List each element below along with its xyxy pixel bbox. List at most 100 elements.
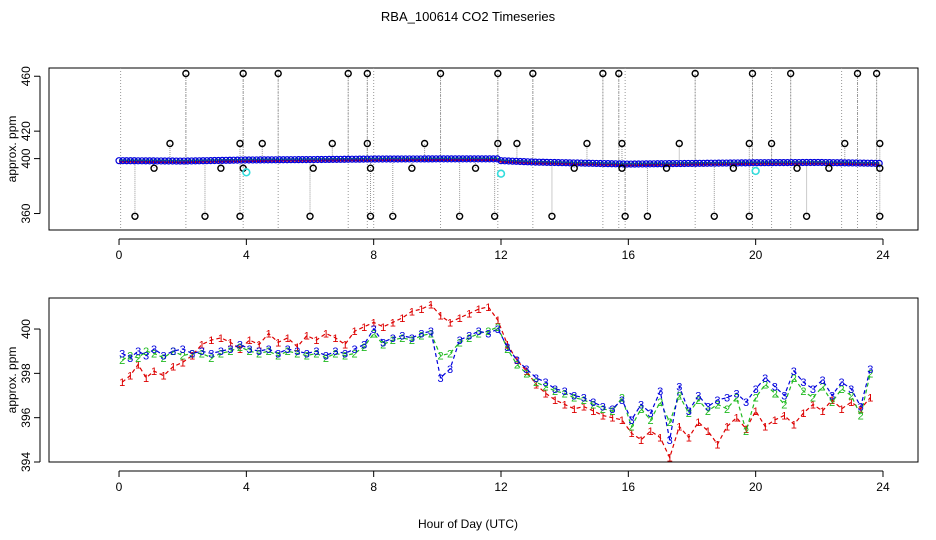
top-data-point bbox=[814, 158, 822, 167]
series-3-point: 3 bbox=[724, 393, 730, 405]
series-1-point: 1 bbox=[227, 337, 233, 349]
top-data-point bbox=[604, 160, 612, 168]
outlier-point bbox=[239, 69, 247, 78]
series-3-point: 3 bbox=[218, 346, 224, 358]
top-data-point bbox=[818, 158, 826, 167]
series-3-point: 3 bbox=[733, 388, 739, 400]
series-3-point: 3 bbox=[135, 346, 141, 358]
series-2-point: 2 bbox=[762, 379, 768, 391]
series-2-point: 2 bbox=[294, 348, 300, 360]
outlier-point bbox=[201, 212, 209, 220]
top-data-point bbox=[207, 156, 215, 165]
top-data-point bbox=[440, 155, 448, 163]
series-2-point: 2 bbox=[199, 348, 205, 360]
top-data-point bbox=[451, 155, 459, 163]
series-1-point: 1 bbox=[714, 439, 720, 451]
top-data-point bbox=[787, 158, 795, 167]
series-1-point: 1 bbox=[552, 395, 558, 407]
series-2-point: 2 bbox=[800, 386, 806, 398]
top-data-point bbox=[210, 156, 219, 165]
series-1-point: 1 bbox=[313, 335, 319, 347]
top-data-point bbox=[191, 157, 200, 165]
top-data-point bbox=[321, 155, 329, 164]
series-2-point: 2 bbox=[552, 386, 558, 398]
top-data-point bbox=[757, 159, 765, 167]
top-data-point bbox=[718, 159, 727, 167]
series-3-point: 3 bbox=[323, 351, 329, 363]
outlier-point bbox=[436, 69, 445, 78]
top-data-point bbox=[558, 159, 566, 167]
outlier-point bbox=[583, 139, 591, 148]
x-axis-label: Hour of Day (UTC) bbox=[418, 517, 518, 531]
top-data-point bbox=[413, 155, 421, 163]
series-2-point: 2 bbox=[275, 351, 281, 363]
series-3-point: 3 bbox=[657, 386, 663, 398]
series-1-point: 1 bbox=[628, 428, 634, 440]
series-2-point: 2 bbox=[676, 391, 682, 403]
series-3-point: 3 bbox=[352, 344, 358, 356]
series-2-point: 2 bbox=[495, 322, 501, 334]
series-1-point: 1 bbox=[705, 426, 711, 438]
top-data-point bbox=[692, 159, 700, 167]
outlier-point bbox=[182, 69, 190, 78]
top-data-point bbox=[753, 159, 761, 167]
series-3-point: 3 bbox=[714, 395, 720, 407]
top-data-point bbox=[562, 159, 570, 167]
bottom-panel-frame bbox=[48, 297, 919, 463]
top-data-point bbox=[340, 155, 348, 163]
bottom-x-tick-label: 8 bbox=[370, 480, 377, 494]
series-1-point: 1 bbox=[275, 337, 281, 349]
cyan-point bbox=[751, 166, 760, 176]
outlier-point bbox=[166, 139, 174, 148]
outlier-point bbox=[274, 69, 282, 78]
top-x-tick-label: 16 bbox=[622, 248, 636, 262]
series-1-point: 1 bbox=[858, 404, 864, 416]
series-1-point: 1 bbox=[485, 302, 491, 314]
top-data-point bbox=[149, 157, 158, 165]
outlier-point bbox=[471, 164, 480, 172]
series-1-point: 1 bbox=[562, 399, 568, 411]
top-data-point bbox=[776, 159, 784, 167]
series-1-point: 1 bbox=[246, 335, 252, 347]
series-2-point: 2 bbox=[170, 346, 176, 358]
top-data-point bbox=[222, 156, 230, 164]
series-1-point: 1 bbox=[119, 377, 125, 389]
series-1-point: 1 bbox=[495, 315, 501, 327]
bottom-x-tick-label: 16 bbox=[622, 480, 636, 494]
series-2-point: 2 bbox=[733, 393, 739, 405]
series-3-point: 3 bbox=[418, 328, 424, 340]
top-data-point bbox=[172, 157, 180, 165]
top-x-tick-label: 0 bbox=[116, 248, 123, 262]
series-1-point: 1 bbox=[285, 333, 291, 345]
top-data-point bbox=[237, 156, 245, 164]
top-data-point bbox=[631, 160, 639, 168]
top-data-point bbox=[642, 160, 650, 168]
top-data-point bbox=[638, 160, 646, 168]
series-1-point: 1 bbox=[533, 379, 539, 391]
top-data-point bbox=[822, 158, 830, 167]
top-data-point bbox=[623, 160, 631, 168]
series-1-point: 1 bbox=[724, 422, 730, 434]
outlier-point bbox=[366, 212, 375, 220]
top-data-point bbox=[333, 155, 341, 163]
top-data-point bbox=[325, 155, 333, 164]
top-data-point bbox=[772, 159, 780, 167]
top-x-tick-label: 4 bbox=[243, 248, 250, 262]
series-1-point: 1 bbox=[609, 413, 615, 425]
bottom-x-tick-label: 12 bbox=[494, 480, 508, 494]
series-1-point: 1 bbox=[208, 335, 214, 347]
series-3-point: 3 bbox=[390, 333, 396, 345]
top-data-point bbox=[722, 159, 730, 167]
series-2-point: 2 bbox=[638, 404, 644, 416]
top-data-point bbox=[157, 157, 165, 165]
series-3-point: 3 bbox=[695, 391, 701, 403]
series-2-point: 2 bbox=[151, 348, 157, 360]
top-data-point bbox=[810, 158, 818, 167]
top-data-point bbox=[432, 155, 440, 163]
series-2-point: 2 bbox=[839, 384, 845, 396]
series-3-point: 3 bbox=[476, 326, 482, 338]
top-data-point bbox=[294, 156, 303, 164]
series-1-point: 1 bbox=[428, 300, 434, 312]
series-2-point: 2 bbox=[418, 331, 424, 343]
series-3-point: 3 bbox=[127, 353, 133, 365]
